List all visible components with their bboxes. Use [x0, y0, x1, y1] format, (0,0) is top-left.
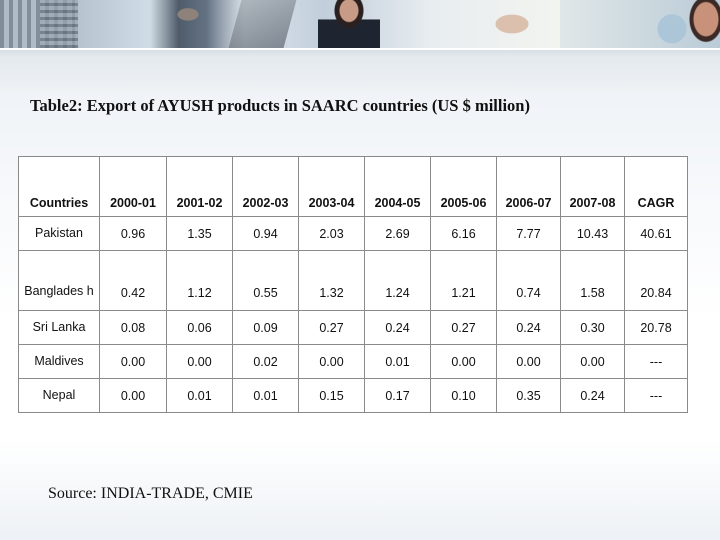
value-cell: 0.74 — [496, 250, 561, 311]
country-cell: Nepal — [18, 378, 100, 413]
value-cell: 0.01 — [364, 344, 431, 379]
value-cell: 0.00 — [496, 344, 561, 379]
column-header: 2007-08 — [560, 156, 625, 217]
value-cell: 0.01 — [232, 378, 299, 413]
country-cell: Pakistan — [18, 216, 100, 251]
value-cell: 40.61 — [624, 216, 688, 251]
value-cell: 0.10 — [430, 378, 497, 413]
value-cell: 0.00 — [560, 344, 625, 379]
column-header: 2004-05 — [364, 156, 431, 217]
value-cell: 0.24 — [496, 310, 561, 345]
value-cell: 0.96 — [99, 216, 167, 251]
value-cell: 1.24 — [364, 250, 431, 311]
value-cell: 20.84 — [624, 250, 688, 311]
column-header: 2006-07 — [496, 156, 561, 217]
value-cell: 2.03 — [298, 216, 365, 251]
laptop-image — [228, 0, 297, 48]
value-cell: 0.94 — [232, 216, 299, 251]
person-image — [685, 0, 720, 48]
value-cell: --- — [624, 378, 688, 413]
value-cell: 0.35 — [496, 378, 561, 413]
value-cell: 0.27 — [430, 310, 497, 345]
value-cell: 1.32 — [298, 250, 365, 311]
value-cell: 0.00 — [99, 344, 167, 379]
value-cell: 0.02 — [232, 344, 299, 379]
value-cell: 0.24 — [560, 378, 625, 413]
building-image — [40, 0, 78, 48]
value-cell: 20.78 — [624, 310, 688, 345]
value-cell: 7.77 — [496, 216, 561, 251]
country-cell: Sri Lanka — [18, 310, 100, 345]
value-cell: 0.08 — [99, 310, 167, 345]
value-cell: 0.24 — [364, 310, 431, 345]
source-note: Source: INDIA-TRADE, CMIE — [48, 485, 253, 502]
country-cell: Maldives — [18, 344, 100, 379]
column-header: 2003-04 — [298, 156, 365, 217]
country-cell: Banglades h — [18, 250, 100, 311]
column-header: Countries — [18, 156, 100, 217]
table-row: Pakistan 0.96 1.35 0.94 2.03 2.69 6.16 7… — [18, 216, 688, 251]
value-cell: 1.12 — [166, 250, 233, 311]
value-cell: 0.06 — [166, 310, 233, 345]
value-cell: 0.30 — [560, 310, 625, 345]
value-cell: 0.00 — [298, 344, 365, 379]
table-header-row: Countries 2000-01 2001-02 2002-03 2003-0… — [18, 156, 688, 217]
value-cell: 0.00 — [99, 378, 167, 413]
value-cell: 1.58 — [560, 250, 625, 311]
column-header: 2001-02 — [166, 156, 233, 217]
table-row: Banglades h 0.42 1.12 0.55 1.32 1.24 1.2… — [18, 250, 688, 311]
value-cell: 0.01 — [166, 378, 233, 413]
slide-title: Table2: Export of AYUSH products in SAAR… — [30, 96, 530, 115]
table-row: Maldives 0.00 0.00 0.02 0.00 0.01 0.00 0… — [18, 344, 688, 379]
hand-image — [470, 0, 540, 48]
value-cell: 0.42 — [99, 250, 167, 311]
export-table: Countries 2000-01 2001-02 2002-03 2003-0… — [18, 156, 688, 413]
value-cell: --- — [624, 344, 688, 379]
value-cell: 0.00 — [166, 344, 233, 379]
businesswoman-image — [318, 0, 380, 48]
value-cell: 10.43 — [560, 216, 625, 251]
value-cell: 6.16 — [430, 216, 497, 251]
column-header: 2000-01 — [99, 156, 167, 217]
value-cell: 0.17 — [364, 378, 431, 413]
header-band — [0, 48, 720, 92]
value-cell: 2.69 — [364, 216, 431, 251]
value-cell: 1.35 — [166, 216, 233, 251]
header-banner-photo — [0, 0, 720, 48]
column-header: 2005-06 — [430, 156, 497, 217]
value-cell: 0.15 — [298, 378, 365, 413]
column-header: CAGR — [624, 156, 688, 217]
table-row: Sri Lanka 0.08 0.06 0.09 0.27 0.24 0.27 … — [18, 310, 688, 345]
value-cell: 0.00 — [430, 344, 497, 379]
value-cell: 0.27 — [298, 310, 365, 345]
businessman-image — [150, 0, 245, 48]
value-cell: 0.09 — [232, 310, 299, 345]
value-cell: 0.55 — [232, 250, 299, 311]
column-header: 2002-03 — [232, 156, 299, 217]
value-cell: 1.21 — [430, 250, 497, 311]
table-row: Nepal 0.00 0.01 0.01 0.15 0.17 0.10 0.35… — [18, 378, 688, 413]
